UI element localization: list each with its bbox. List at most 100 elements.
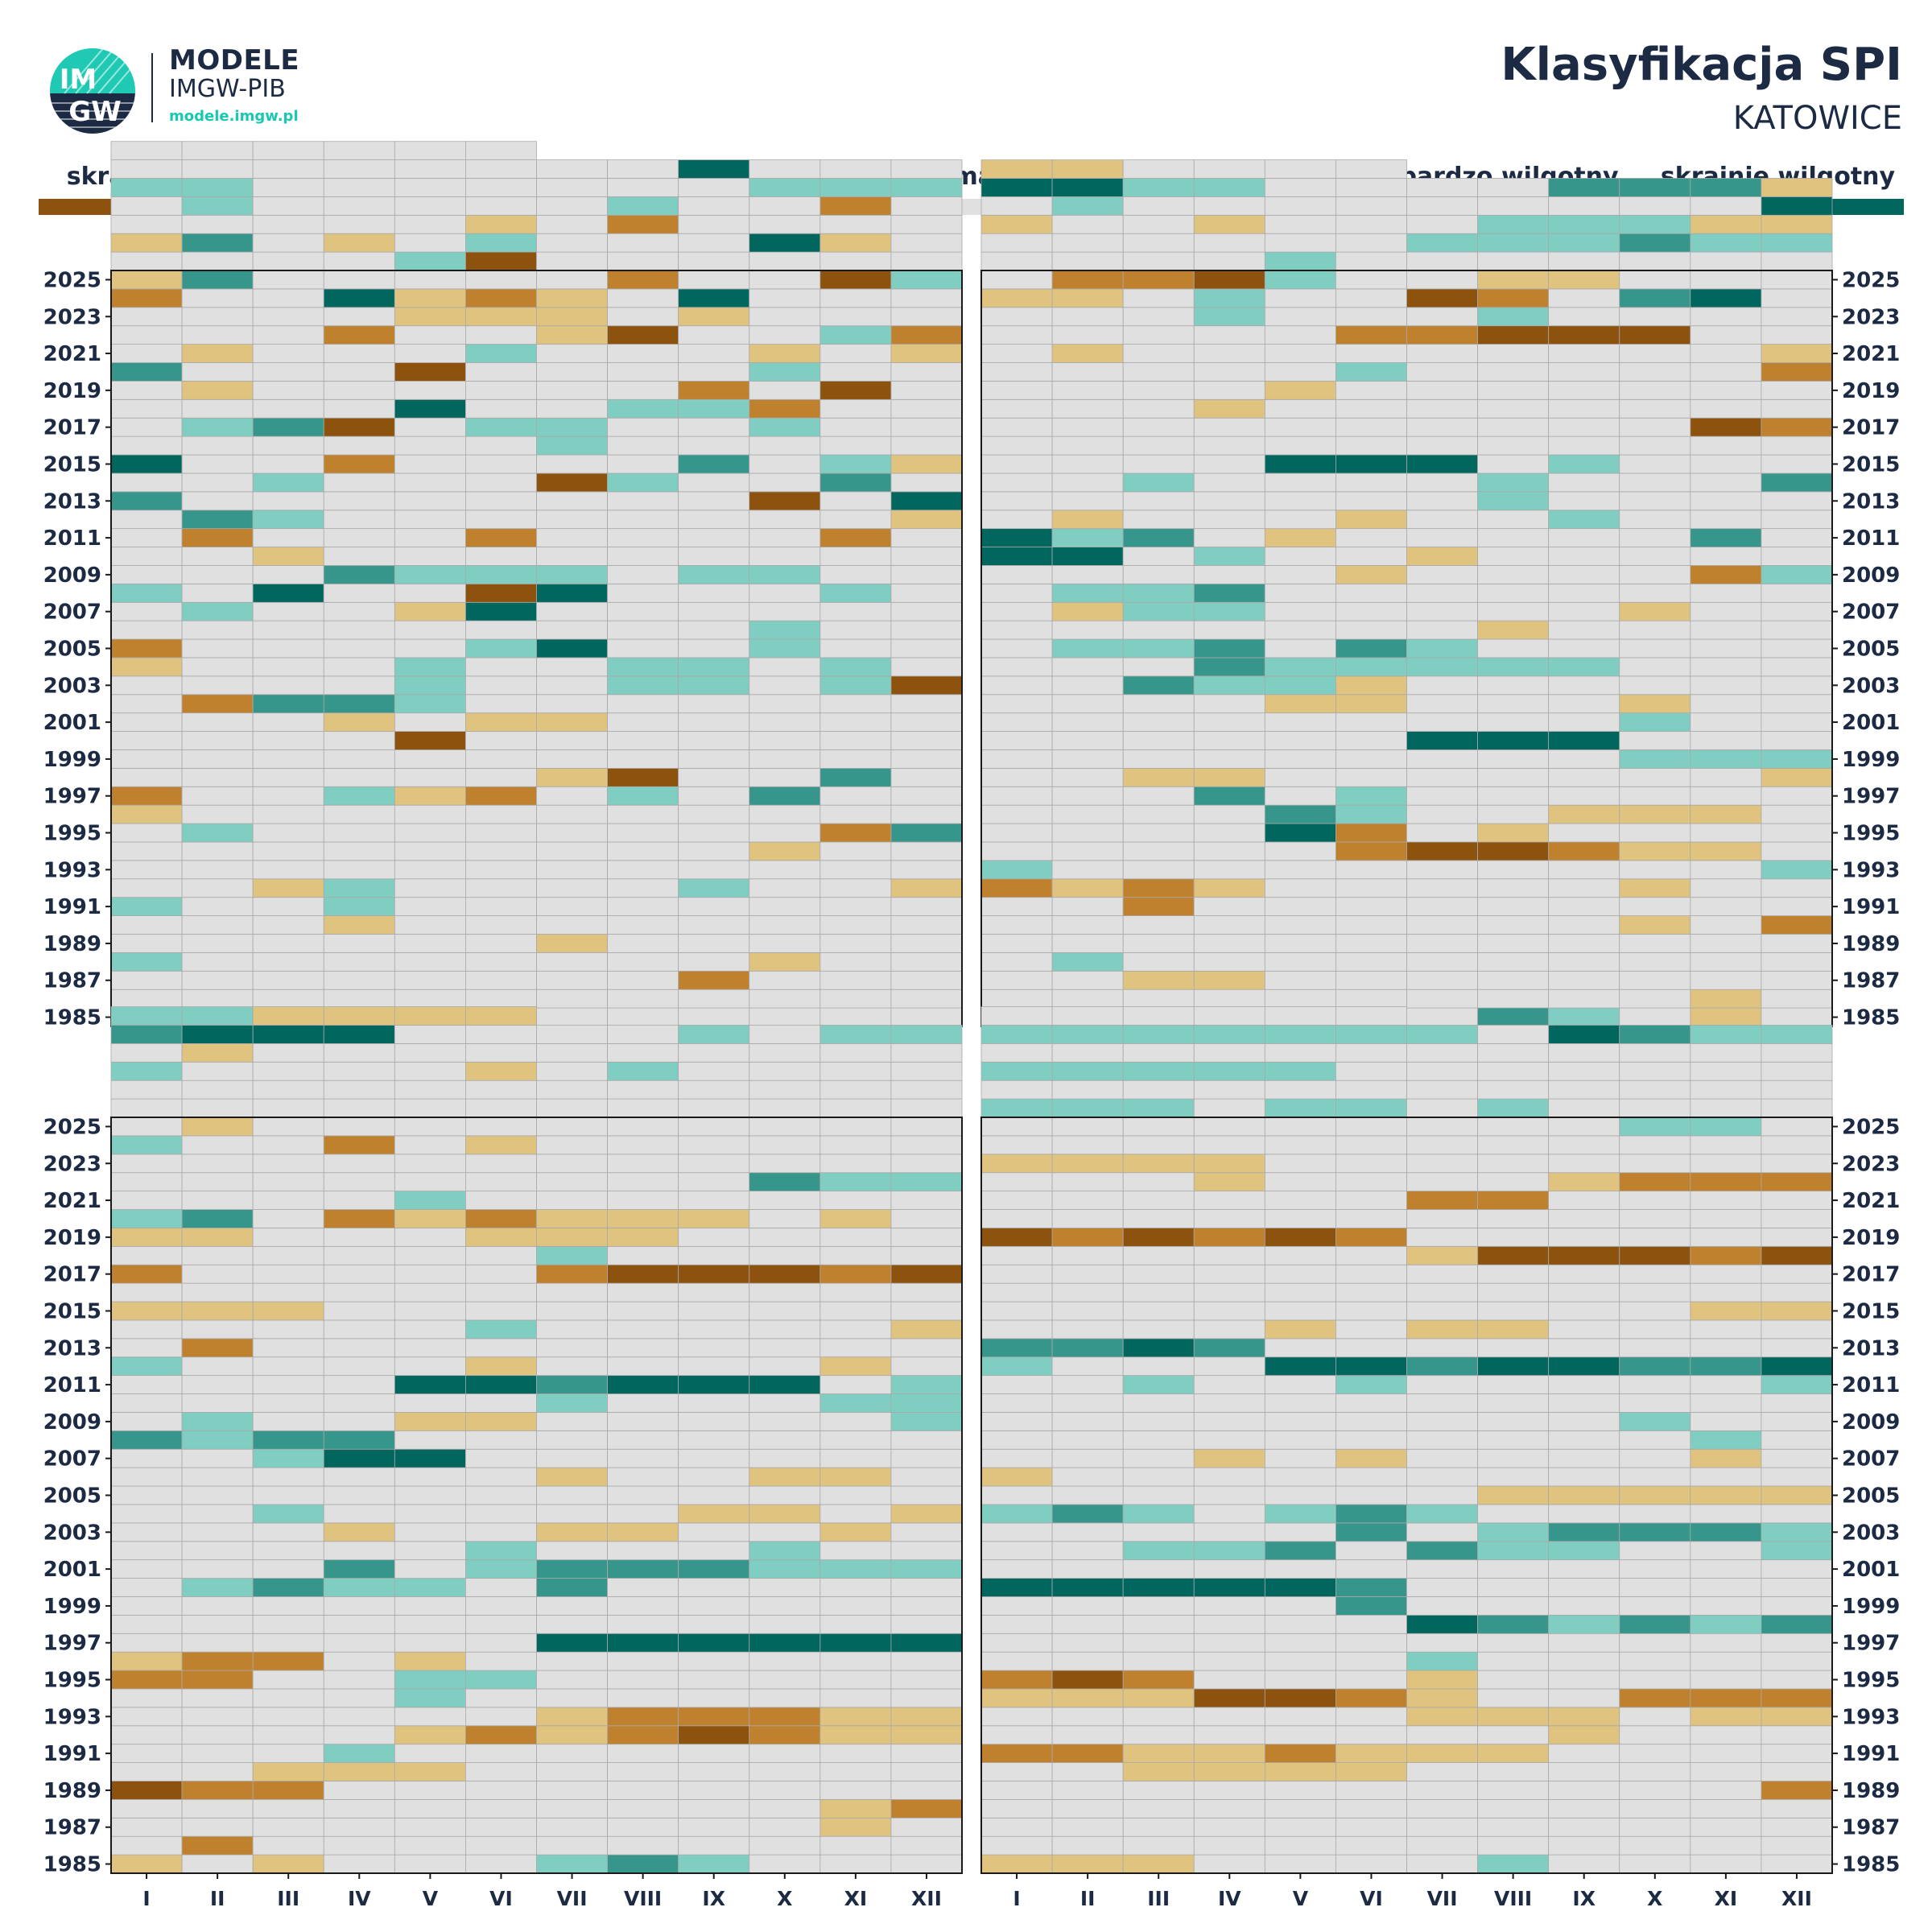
heatmap-cell [465, 233, 537, 253]
y-tick-label: 1991 [43, 1742, 101, 1766]
heatmap-cell [110, 528, 183, 547]
heatmap-cell [1264, 601, 1336, 621]
heatmap-cell [607, 823, 679, 843]
heatmap-cell [1690, 860, 1762, 880]
heatmap-cell [1761, 454, 1833, 474]
heatmap-cell [1051, 915, 1124, 935]
heatmap-cell [980, 1228, 1053, 1247]
heatmap-cell [536, 1282, 608, 1302]
heatmap-cell [678, 1688, 750, 1708]
brand-url[interactable]: modele.imgw.pl [169, 108, 299, 125]
heatmap-cell [465, 214, 537, 234]
heatmap-cell [1477, 1781, 1550, 1800]
heatmap-cell [819, 1135, 892, 1155]
x-tick-label: IX [1572, 1887, 1596, 1910]
heatmap-cell [1264, 491, 1336, 511]
heatmap-cell [1193, 1798, 1265, 1818]
heatmap-cell [1548, 1061, 1620, 1081]
heatmap-cell [252, 1154, 324, 1174]
heatmap-cell [536, 1356, 608, 1377]
heatmap-cell [536, 1688, 608, 1708]
heatmap-cell [465, 897, 537, 916]
heatmap-cell [110, 344, 183, 363]
heatmap-cell [1619, 1098, 1691, 1118]
heatmap-cell [678, 436, 750, 456]
heatmap-cell [1761, 1042, 1833, 1063]
heatmap-cell [252, 1282, 324, 1302]
heatmap-cell [181, 1338, 254, 1358]
heatmap-cell [1193, 767, 1265, 787]
heatmap-cell [980, 1393, 1053, 1413]
heatmap-cell [1335, 325, 1407, 345]
heatmap-cell [678, 989, 750, 1009]
heatmap-cell [110, 1282, 183, 1302]
heatmap-cell [819, 307, 892, 327]
heatmap-cell [749, 1319, 821, 1340]
heatmap-cell [1335, 251, 1407, 271]
heatmap-cell [890, 1412, 963, 1431]
heatmap-cell [394, 1651, 466, 1671]
heatmap-cell [394, 1707, 466, 1727]
heatmap-cell [1264, 1245, 1336, 1265]
heatmap-cell [1477, 1412, 1550, 1431]
heatmap-cell [252, 1209, 324, 1228]
heatmap-cell [607, 1191, 679, 1210]
heatmap-cell [1406, 1798, 1478, 1818]
heatmap-cell [678, 1541, 750, 1561]
heatmap-cell [890, 823, 963, 843]
heatmap-cell [536, 307, 608, 327]
heatmap-cell [1548, 1301, 1620, 1321]
heatmap-cell [980, 1596, 1053, 1616]
heatmap-cell [890, 196, 963, 216]
heatmap-cell [536, 1504, 608, 1524]
heatmap-cell [1264, 1117, 1336, 1137]
y-tick-label: 1999 [43, 748, 101, 772]
heatmap-cell [181, 1670, 254, 1690]
heatmap-cell [607, 1835, 679, 1856]
heatmap-cell [607, 1781, 679, 1800]
heatmap-cell [1477, 1467, 1550, 1487]
heatmap-cell [1406, 1688, 1478, 1708]
heatmap-cell [1264, 510, 1336, 530]
heatmap-cell [1335, 1356, 1407, 1377]
heatmap-cell [678, 1467, 750, 1487]
heatmap-cell [819, 1393, 892, 1413]
heatmap-cell [465, 491, 537, 511]
heatmap-cell [1761, 583, 1833, 603]
heatmap-cell [1264, 1412, 1336, 1431]
heatmap-cell [607, 1393, 679, 1413]
y-tick-label: 2001 [43, 1558, 101, 1582]
heatmap-cell [1619, 1504, 1691, 1524]
heatmap-cell [394, 767, 466, 787]
heatmap-cell [678, 878, 750, 898]
heatmap-cell [1264, 1025, 1336, 1044]
heatmap-cell [323, 934, 395, 953]
y-tick-label: 2007 [43, 1447, 101, 1472]
heatmap-cell [678, 1228, 750, 1247]
heatmap-cell [1193, 1098, 1265, 1118]
heatmap-cell [110, 786, 183, 806]
heatmap-cell [252, 1633, 324, 1653]
heatmap-cell [1122, 510, 1195, 530]
heatmap-cell [1477, 196, 1550, 216]
heatmap-cell [394, 1061, 466, 1081]
heatmap-cell [181, 970, 254, 990]
heatmap-cell [181, 952, 254, 972]
heatmap-cell [819, 1744, 892, 1763]
heatmap-cell [890, 233, 963, 253]
heatmap-cell [749, 1098, 821, 1118]
heatmap-cell [1264, 344, 1336, 363]
heatmap-cell [749, 620, 821, 640]
heatmap-cell [1690, 1098, 1762, 1118]
heatmap-cell [678, 823, 750, 843]
heatmap-cell [181, 1430, 254, 1450]
heatmap-cell [252, 417, 324, 437]
heatmap-cell [1619, 362, 1691, 382]
heatmap-cell [1335, 638, 1407, 658]
heatmap-cell [1264, 1744, 1336, 1763]
heatmap-cell [1477, 473, 1550, 493]
heatmap-cell [1264, 362, 1336, 382]
heatmap-cell [749, 1614, 821, 1634]
heatmap-cell [1122, 307, 1195, 327]
heatmap-cell [394, 1319, 466, 1340]
